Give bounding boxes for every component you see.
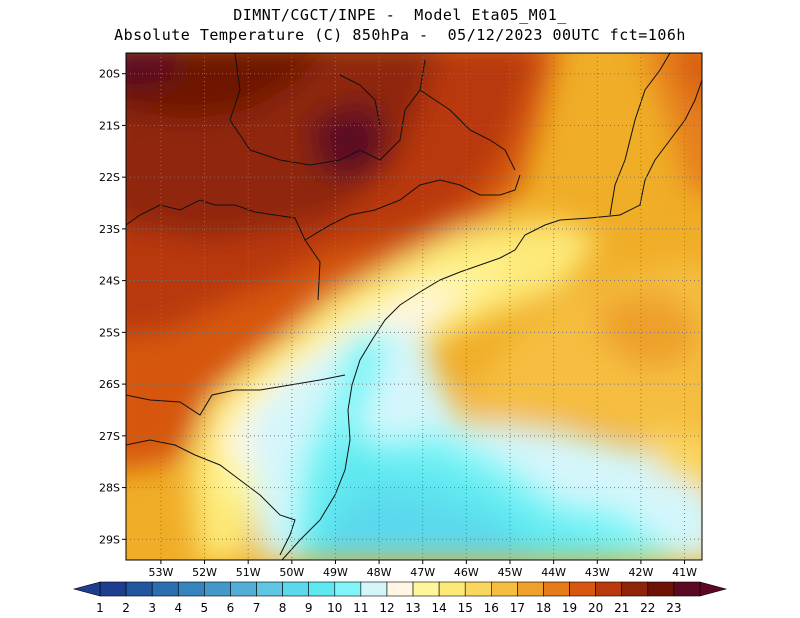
lon-tick-label: 45W: [498, 566, 523, 579]
colorbar-label: 17: [510, 601, 525, 615]
latitude-ticks: 20S 21S 22S 23S 24S 25S 26S 27S 28S 29S: [99, 68, 126, 546]
lat-tick-label: 25S: [99, 326, 120, 339]
colorbar-cell: [517, 581, 544, 597]
chart-title-line2: Absolute Temperature (C) 850hPa - 05/12/…: [114, 26, 686, 44]
colorbar-cell: [595, 581, 623, 597]
lat-tick-label: 23S: [99, 223, 120, 236]
colorbar-label: 5: [201, 601, 209, 615]
colorbar-label: 19: [562, 601, 577, 615]
colorbar-label: 14: [431, 601, 446, 615]
temperature-field: [126, 53, 702, 560]
colorbar-cell: [360, 581, 388, 597]
grid-lines: [126, 53, 702, 560]
lat-tick-label: 29S: [99, 533, 120, 546]
lat-tick-label: 20S: [99, 68, 120, 81]
colorbar-label: 21: [614, 601, 629, 615]
colorbar-cell: [230, 581, 257, 597]
colorbar-label: 6: [227, 601, 235, 615]
lat-tick-label: 24S: [99, 275, 120, 288]
colorbar-label: 2: [122, 601, 130, 615]
lon-tick-label: 42W: [628, 566, 653, 579]
lon-tick-label: 51W: [236, 566, 261, 579]
lon-tick-label: 52W: [192, 566, 217, 579]
colorbar-cell: [621, 581, 649, 597]
chart-title-line1: DIMNT/CGCT/INPE - Model Eta05_M01_: [233, 6, 567, 24]
lat-tick-label: 26S: [99, 378, 120, 391]
longitude-ticks: 53W 52W 51W 50W 49W 48W 47W 46W 45W 44W 43W 42W 41W: [148, 560, 697, 579]
colorbar-labels: 1 2 3 4 5 6 7 8 9 10 11 12 13 14 15 16 17 18 19 20 21 22 23: [96, 601, 681, 615]
colorbar-cell: [543, 581, 570, 597]
colorbar-cell: [256, 581, 283, 597]
lon-tick-label: 48W: [367, 566, 392, 579]
colorbar-cell: [438, 581, 466, 597]
colorbar-label: 8: [279, 601, 287, 615]
colorbar-cell: [125, 581, 153, 597]
lon-tick-label: 46W: [454, 566, 479, 579]
colorbar-cell: [334, 581, 362, 597]
lon-tick-label: 50W: [279, 566, 304, 579]
colorbar-label: 4: [174, 601, 182, 615]
lat-tick-label: 28S: [99, 482, 120, 495]
map-frame: [125, 52, 703, 561]
colorbar-cell: [569, 581, 596, 597]
colorbar-left-arrow: [72, 581, 101, 597]
colorbar-label: 23: [666, 601, 681, 615]
colorbar-cell: [99, 581, 127, 597]
colorbar-right-arrow: [699, 581, 728, 597]
lon-tick-label: 44W: [541, 566, 566, 579]
colorbar-cell: [491, 581, 518, 597]
colorbar-label: 10: [327, 601, 342, 615]
colorbar-label: 18: [536, 601, 551, 615]
lon-tick-label: 49W: [323, 566, 348, 579]
colorbar-cell: [647, 581, 675, 597]
lat-tick-label: 27S: [99, 430, 120, 443]
lat-tick-label: 22S: [99, 171, 120, 184]
colorbar-label: 1: [96, 601, 104, 615]
colorbar-cell: [308, 581, 336, 597]
colorbar-cell: [204, 581, 231, 597]
colorbar-cell: [282, 581, 309, 597]
colorbar-cell: [412, 581, 440, 597]
colorbar-label: 15: [458, 601, 473, 615]
colorbar-label: 7: [253, 601, 261, 615]
colorbar-cells: [72, 581, 728, 597]
colorbar-label: 13: [405, 601, 420, 615]
lon-tick-label: 53W: [148, 566, 173, 579]
colorbar-label: 22: [640, 601, 655, 615]
colorbar-label: 9: [305, 601, 313, 615]
lon-tick-label: 41W: [672, 566, 697, 579]
colorbar-cell: [151, 581, 179, 597]
colorbar-label: 12: [379, 601, 394, 615]
colorbar-cell: [673, 581, 701, 597]
colorbar-label: 16: [484, 601, 499, 615]
lon-tick-label: 43W: [585, 566, 610, 579]
colorbar-cell: [386, 581, 414, 597]
lat-tick-label: 21S: [99, 119, 120, 132]
lon-tick-label: 47W: [410, 566, 435, 579]
colorbar-label: 20: [588, 601, 603, 615]
colorbar-cell: [177, 581, 205, 597]
colorbar-label: 3: [148, 601, 156, 615]
colorbar-cell: [464, 581, 492, 597]
colorbar-label: 11: [353, 601, 368, 615]
